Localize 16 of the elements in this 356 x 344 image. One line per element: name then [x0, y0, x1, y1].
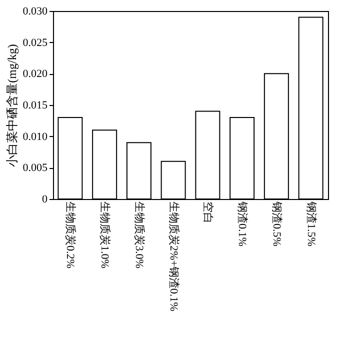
y-tick-label: 0 — [42, 194, 48, 206]
y-tick-label: 0.030 — [22, 6, 48, 18]
x-tick-label: 钢渣0.1% — [236, 200, 250, 246]
x-tick-label: 生物质炭2%+钢渣0.1% — [167, 202, 180, 312]
x-tick-label: 钢渣1.5% — [304, 200, 318, 246]
x-tick-label: 钢渣0.5% — [270, 200, 284, 246]
x-tick-label: 生物质炭1.0% — [98, 202, 112, 268]
y-tick-label: 0.025 — [22, 36, 48, 49]
x-tick-label: 生物质炭0.2% — [64, 202, 78, 268]
x-tick-label: 生物质炭3.0% — [132, 202, 146, 268]
y-tick-label: 0.005 — [22, 162, 48, 174]
y-tick-label: 0.020 — [22, 68, 48, 80]
y-tick-label: 0.010 — [22, 130, 48, 143]
y-axis-title: 小白菜中硒含量(mg/kg) — [4, 44, 19, 167]
y-tick-label: 0.015 — [22, 100, 48, 112]
x-tick-label: 空白 — [202, 202, 215, 224]
